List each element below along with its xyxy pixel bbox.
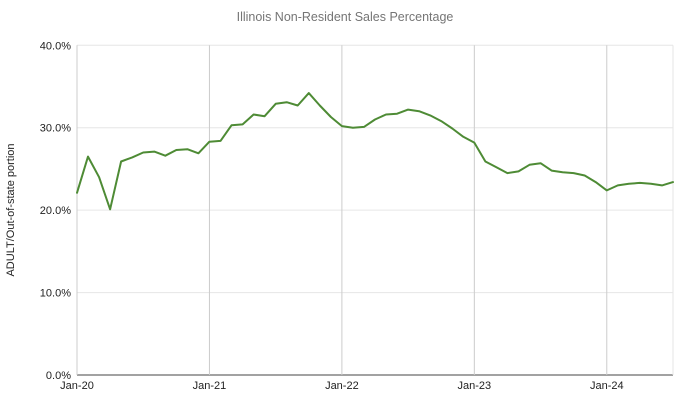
y-tick-label: 40.0% bbox=[40, 40, 71, 52]
series-line bbox=[76, 92, 674, 211]
y-tick-label: 10.0% bbox=[40, 288, 71, 300]
plot-area: 0.0% 10.0% 20.0% 30.0% 40.0% Jan-20 Jan-21 Jan-… bbox=[40, 40, 674, 392]
x-tick-label: Jan-22 bbox=[325, 380, 359, 392]
y-tick-label: 20.0% bbox=[40, 205, 71, 217]
x-tick-label: Jan-20 bbox=[60, 380, 94, 392]
x-tick-label: Jan-21 bbox=[193, 380, 227, 392]
x-tick-label: Jan-23 bbox=[458, 380, 492, 392]
x-tick-label: Jan-24 bbox=[590, 380, 624, 392]
y-tick-label: 30.0% bbox=[40, 123, 71, 135]
y-axis-title: ADULT/Out-of-state portion bbox=[5, 143, 17, 276]
chart-title: Illinois Non-Resident Sales Percentage bbox=[237, 10, 454, 24]
y-tick-label: 0.0% bbox=[46, 370, 71, 382]
